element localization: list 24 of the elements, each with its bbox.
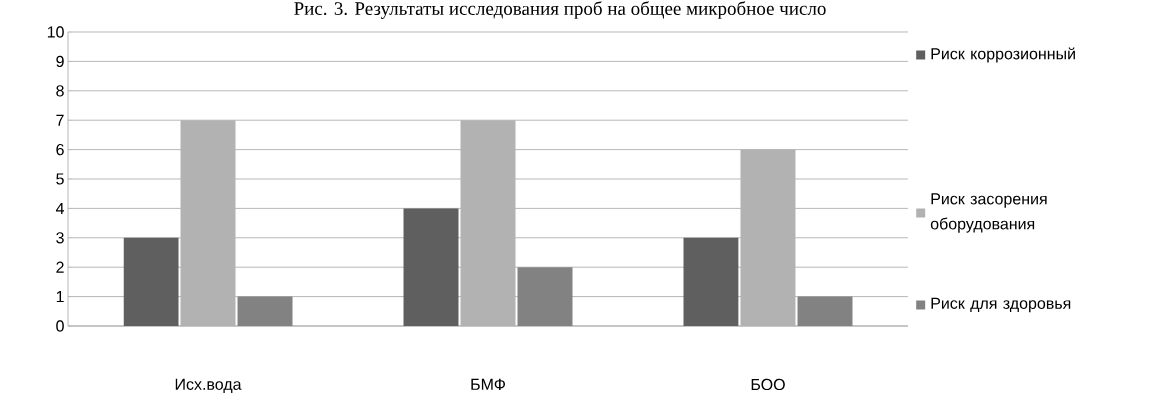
x-tick-label: БОО: [751, 378, 785, 391]
legend-label: Риск засорения оборудования: [930, 193, 1047, 233]
y-tick-label: 6: [56, 143, 64, 156]
y-tick-label: 5: [56, 173, 64, 185]
y-tick-label: 9: [56, 55, 64, 68]
bar: [683, 237, 739, 326]
legend-label: Риск для здоровья: [931, 297, 1071, 313]
y-tick-label: 1: [56, 291, 64, 303]
y-tick-label: 10: [47, 26, 64, 38]
legend-label: Риск коррозионный: [931, 47, 1075, 63]
y-tick-label: 3: [56, 232, 64, 244]
x-tick-label: Исх.вода: [175, 378, 242, 393]
y-tick-label: 8: [56, 85, 64, 97]
x-tick-label: БМФ: [471, 378, 505, 390]
y-tick-label: 0: [56, 320, 64, 332]
bar: [237, 296, 293, 326]
y-tick-label: 7: [56, 114, 64, 126]
chart-title: Рис. 3. Результаты исследования проб на общее микробное число: [294, 1, 826, 19]
bar: [797, 296, 853, 326]
y-tick-label: 4: [55, 202, 65, 214]
y-tick-label: 2: [56, 261, 64, 273]
bar: [123, 237, 179, 326]
bar: [403, 208, 459, 326]
bar: [517, 267, 573, 326]
